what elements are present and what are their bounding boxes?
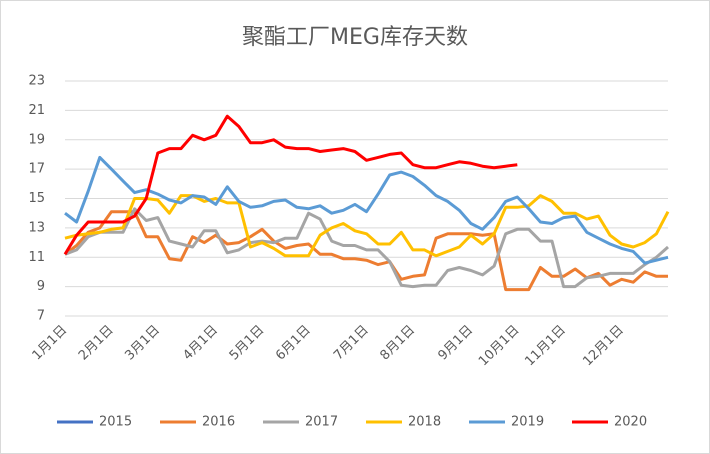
series-line (63, 114, 518, 256)
legend-label: 2018 (408, 415, 441, 430)
series-line (64, 194, 670, 258)
legend-label: 2015 (99, 415, 132, 430)
y-tick-label: 11 (28, 250, 45, 265)
chart-title: 聚酯工厂MEG库存天数 (242, 25, 468, 50)
y-tick-label: 17 (28, 162, 45, 177)
y-tick-label: 7 (37, 309, 45, 324)
y-tick-label: 9 (37, 279, 45, 294)
y-tick-label: 19 (28, 132, 45, 147)
series-line (64, 155, 669, 265)
legend-label: 2016 (202, 415, 235, 430)
series-line (64, 207, 669, 289)
y-tick-label: 23 (28, 74, 45, 89)
legend-label: 2019 (511, 415, 544, 430)
y-tick-label: 21 (28, 103, 45, 118)
y-tick-label: 13 (28, 220, 45, 235)
legend-label: 2020 (614, 415, 647, 430)
legend-label: 2017 (305, 415, 338, 430)
y-tick-label: 15 (28, 191, 45, 206)
series-line (64, 210, 668, 292)
